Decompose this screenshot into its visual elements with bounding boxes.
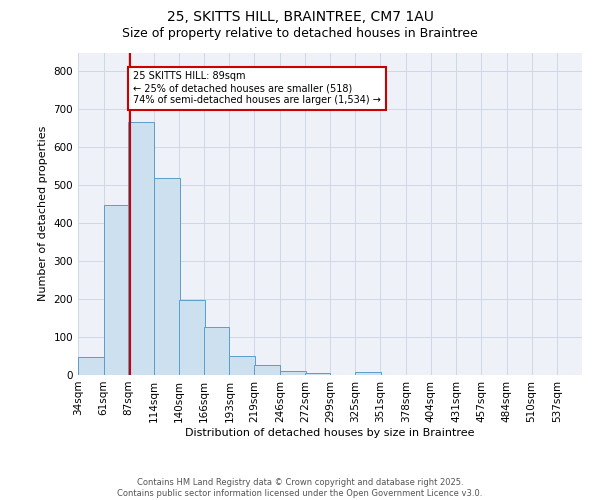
- Y-axis label: Number of detached properties: Number of detached properties: [38, 126, 48, 302]
- Bar: [280, 371, 306, 375]
- Bar: [204, 327, 229, 375]
- Bar: [179, 300, 205, 375]
- Text: 25, SKITTS HILL, BRAINTREE, CM7 1AU: 25, SKITTS HILL, BRAINTREE, CM7 1AU: [167, 10, 433, 24]
- Bar: [104, 205, 130, 375]
- Bar: [305, 373, 331, 375]
- Text: Contains HM Land Registry data © Crown copyright and database right 2025.
Contai: Contains HM Land Registry data © Crown c…: [118, 478, 482, 498]
- Bar: [229, 356, 255, 375]
- Bar: [128, 122, 154, 375]
- Bar: [78, 357, 104, 375]
- Text: Size of property relative to detached houses in Braintree: Size of property relative to detached ho…: [122, 28, 478, 40]
- Bar: [355, 372, 381, 375]
- Text: 25 SKITTS HILL: 89sqm
← 25% of detached houses are smaller (518)
74% of semi-det: 25 SKITTS HILL: 89sqm ← 25% of detached …: [133, 72, 381, 104]
- Bar: [154, 178, 180, 375]
- Bar: [254, 365, 280, 375]
- X-axis label: Distribution of detached houses by size in Braintree: Distribution of detached houses by size …: [185, 428, 475, 438]
